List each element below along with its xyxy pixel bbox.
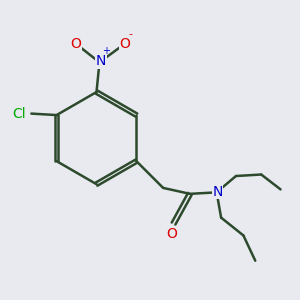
Text: O: O (70, 37, 81, 51)
Text: N: N (96, 54, 106, 68)
Text: O: O (119, 37, 130, 51)
Text: -: - (129, 29, 133, 39)
Text: +: + (102, 46, 110, 56)
Text: Cl: Cl (12, 106, 26, 121)
Text: O: O (167, 227, 178, 241)
Text: N: N (212, 185, 223, 199)
